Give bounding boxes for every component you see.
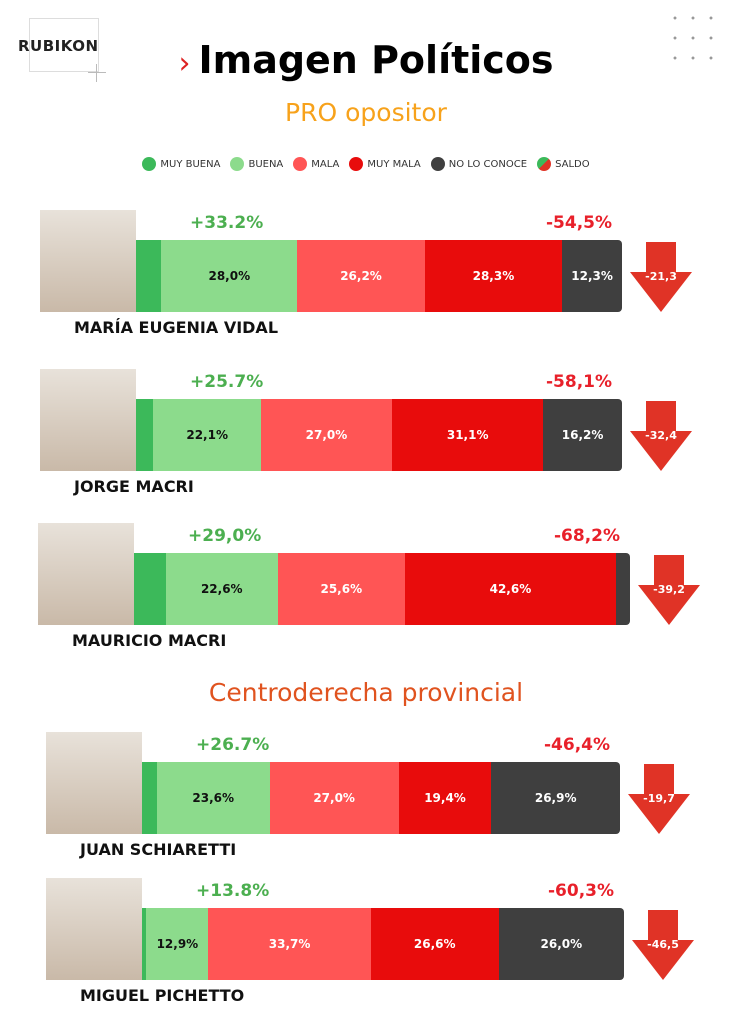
bar-segment-muy-mala: 28,3% xyxy=(424,240,563,312)
bar-segment-buena: 22,6% xyxy=(165,553,278,625)
bar-segment-muy-buena xyxy=(136,240,162,312)
politician-name: MIGUEL PICHETTO xyxy=(80,986,245,1005)
arrow-shaft xyxy=(648,910,678,942)
arrow-shaft xyxy=(646,242,676,274)
saldo-value: -46,5 xyxy=(647,938,679,951)
positive-total: +33.2% xyxy=(190,213,264,233)
arrow-head xyxy=(630,272,692,312)
legend-swatch xyxy=(537,157,552,171)
legend-swatch xyxy=(430,157,445,171)
legend: MUY BUENA BUENA MALA MUY MALA NO LO CONOCE SA… xyxy=(0,157,732,171)
positive-total: +13.8% xyxy=(196,881,270,901)
bar-segment-buena: 23,6% xyxy=(156,762,270,834)
politician-photo xyxy=(46,878,142,980)
arrow-shaft xyxy=(644,764,674,796)
bar-segment-no-lo-conoce: 26,9% xyxy=(491,762,620,834)
bar-segment-no-lo-conoce: 16,2% xyxy=(543,399,622,471)
arrow-shaft xyxy=(654,555,684,587)
bar-segment-muy-buena xyxy=(142,762,157,834)
legend-swatch xyxy=(349,157,364,171)
politician-name: MAURICIO MACRI xyxy=(72,631,227,650)
politician-name: JUAN SCHIARETTI xyxy=(80,840,237,859)
politician-photo xyxy=(46,732,142,834)
negative-total: -68,2% xyxy=(554,526,621,546)
bar-segment-buena: 22,1% xyxy=(153,399,261,471)
politician-name: JORGE MACRI xyxy=(74,477,194,496)
bar-segment-buena: 28,0% xyxy=(161,240,298,312)
positive-total: +25.7% xyxy=(190,372,264,392)
legend-item: SALDO xyxy=(537,157,590,171)
arrow-head xyxy=(632,940,694,980)
arrow-head xyxy=(630,431,692,471)
negative-total: -54,5% xyxy=(546,213,613,233)
bar-segment-mala: 27,0% xyxy=(260,399,393,471)
bar-segment-muy-buena xyxy=(134,553,166,625)
saldo-value: -39,2 xyxy=(653,583,685,596)
bar-segment-no-lo-conoce: 12,3% xyxy=(562,240,622,312)
saldo-down-arrow-icon: -46,5 xyxy=(632,910,694,982)
stacked-bar: 12,9% 33,7% 26,6% 26,0% xyxy=(142,908,624,980)
bar-segment-muy-mala: 42,6% xyxy=(404,553,617,625)
stacked-bar: 28,0% 26,2% 28,3% 12,3% xyxy=(136,240,622,312)
legend-swatch xyxy=(142,157,157,171)
legend-item: BUENA xyxy=(230,157,283,171)
section-title-centroderecha: Centroderecha provincial xyxy=(208,678,524,707)
section-title-pro: PRO opositor xyxy=(285,98,447,127)
negative-total: -58,1% xyxy=(546,372,613,392)
politician-photo xyxy=(38,523,134,625)
legend-label: MUY MALA xyxy=(367,158,421,170)
bar-segment-mala: 26,2% xyxy=(297,240,425,312)
bar-segment-mala: 33,7% xyxy=(208,908,371,980)
stacked-bar: 22,1% 27,0% 31,1% 16,2% xyxy=(136,399,622,471)
bar-segment-muy-mala: 26,6% xyxy=(370,908,499,980)
bar-segment-no-lo-conoce xyxy=(616,553,630,625)
positive-total: +26.7% xyxy=(196,735,270,755)
plus-decoration xyxy=(88,64,106,82)
arrow-shaft xyxy=(646,401,676,433)
bar-segment-muy-buena xyxy=(142,908,147,980)
politician-photo xyxy=(40,369,136,471)
legend-label: SALDO xyxy=(555,158,590,170)
negative-total: -60,3% xyxy=(548,881,615,901)
page-title: › Imagen Políticos xyxy=(178,38,554,82)
bar-segment-no-lo-conoce: 26,0% xyxy=(498,908,624,980)
saldo-down-arrow-icon: -19,7 xyxy=(628,764,690,836)
chevron-right-icon: › xyxy=(178,46,191,81)
legend-swatch xyxy=(293,157,308,171)
politician-name: MARÍA EUGENIA VIDAL xyxy=(74,318,279,337)
legend-item: MUY BUENA xyxy=(142,157,220,171)
legend-label: BUENA xyxy=(248,158,284,170)
bar-segment-buena: 12,9% xyxy=(146,908,209,980)
legend-item: NO LO CONOCE xyxy=(430,157,528,171)
negative-total: -46,4% xyxy=(544,735,611,755)
dot-grid-decoration xyxy=(666,8,726,72)
legend-item: MUY MALA xyxy=(349,157,421,171)
stacked-bar: 22,6% 25,6% 42,6% xyxy=(134,553,630,625)
stacked-bar: 23,6% 27,0% 19,4% 26,9% xyxy=(142,762,620,834)
saldo-down-arrow-icon: -32,4 xyxy=(630,401,692,473)
bar-segment-muy-buena xyxy=(136,399,154,471)
bar-segment-mala: 25,6% xyxy=(277,553,405,625)
arrow-head xyxy=(628,794,690,834)
legend-label: NO LO CONOCE xyxy=(448,158,528,170)
rubikon-logo: RUBIKON xyxy=(18,18,99,72)
legend-label: MALA xyxy=(311,158,340,170)
saldo-value: -21,3 xyxy=(645,270,677,283)
saldo-down-arrow-icon: -21,3 xyxy=(630,242,692,314)
positive-total: +29,0% xyxy=(188,526,262,546)
saldo-value: -19,7 xyxy=(643,792,675,805)
bar-segment-muy-mala: 19,4% xyxy=(398,762,492,834)
legend-label: MUY BUENA xyxy=(160,158,221,170)
politician-photo xyxy=(40,210,136,312)
bar-segment-muy-mala: 31,1% xyxy=(392,399,544,471)
arrow-head xyxy=(638,585,700,625)
legend-swatch xyxy=(230,157,245,171)
bar-segment-mala: 27,0% xyxy=(269,762,399,834)
legend-item: MALA xyxy=(293,157,339,171)
saldo-down-arrow-icon: -39,2 xyxy=(638,555,700,627)
saldo-value: -32,4 xyxy=(645,429,677,442)
